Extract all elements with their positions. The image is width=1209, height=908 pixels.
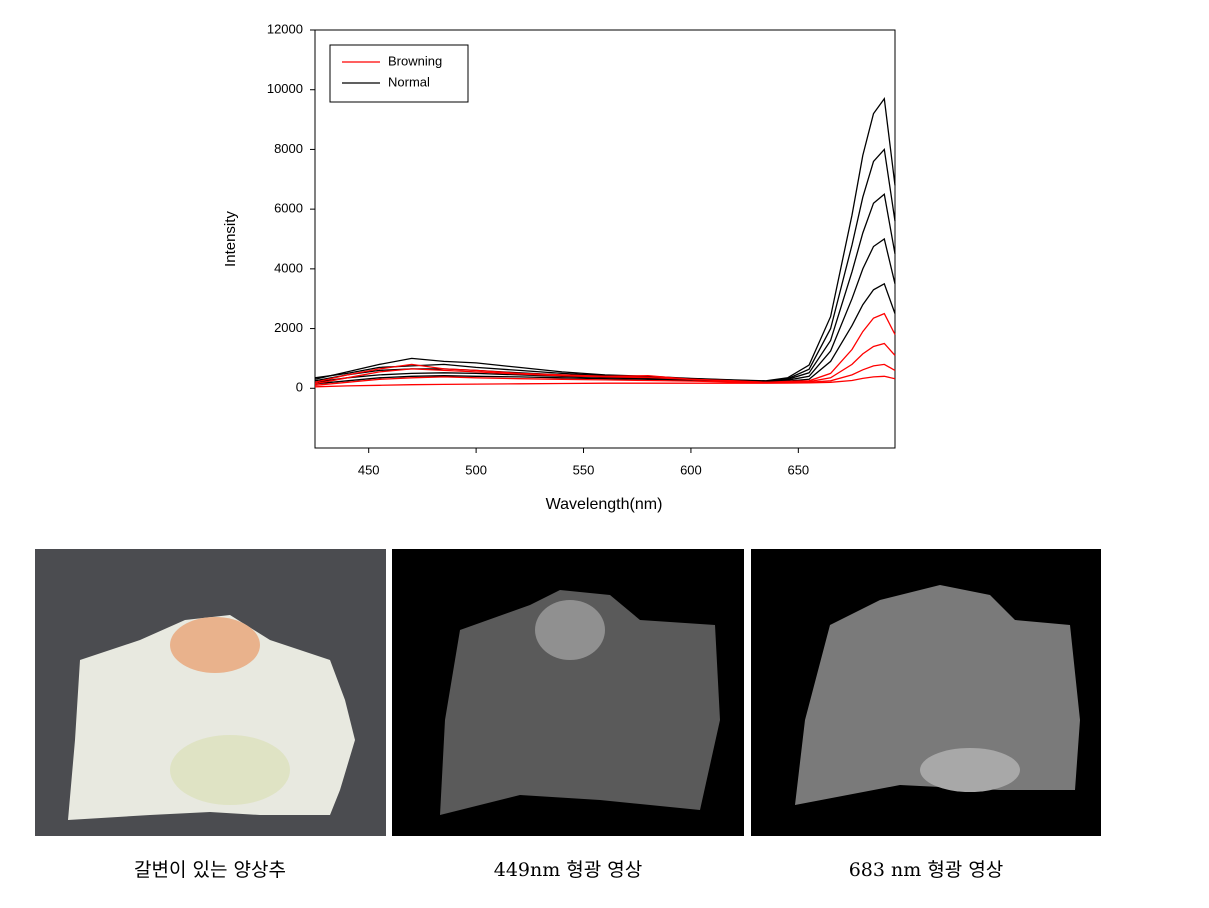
y-tick-label: 0 bbox=[296, 380, 303, 395]
y-tick-label: 10000 bbox=[267, 81, 303, 96]
image-449nm bbox=[392, 549, 744, 836]
y-tick-label: 2000 bbox=[274, 320, 303, 335]
x-axis-label: Wavelength(nm) bbox=[546, 496, 663, 513]
spectrum-line bbox=[314, 147, 896, 382]
legend bbox=[329, 44, 469, 103]
x-tick-label: 600 bbox=[680, 462, 702, 477]
caption: 449nm 형광 영상 bbox=[494, 859, 643, 881]
legend-items: Browning Normal bbox=[342, 53, 442, 89]
x-tick-label: 450 bbox=[358, 462, 380, 477]
caption: 683 nm 형광 영상 bbox=[849, 859, 1004, 881]
plot bbox=[314, 96, 896, 388]
spectrum-line bbox=[314, 312, 896, 383]
spectrum-line bbox=[314, 192, 896, 383]
photo-lettuce bbox=[35, 549, 386, 836]
x-tick-label: 650 bbox=[787, 462, 809, 477]
image-683nm bbox=[751, 549, 1101, 836]
spectrum-line bbox=[314, 363, 896, 386]
spectrum-line bbox=[314, 282, 896, 385]
spectrum-line bbox=[314, 342, 896, 385]
y-tick-label: 4000 bbox=[274, 260, 303, 275]
y-tick-label: 8000 bbox=[274, 141, 303, 156]
y-tick-label: 12000 bbox=[267, 21, 303, 36]
spectrum-line bbox=[314, 96, 896, 382]
y-axis-label: Intensity bbox=[222, 211, 239, 267]
x-tick-label: 500 bbox=[465, 462, 487, 477]
plot-frame bbox=[314, 29, 896, 449]
caption: 갈변이 있는 양상추 bbox=[134, 859, 286, 881]
legend-label: Normal bbox=[388, 74, 430, 89]
legend-label: Browning bbox=[388, 53, 442, 68]
y-tick-label: 6000 bbox=[274, 201, 303, 216]
spectrum-line bbox=[314, 375, 896, 388]
x-tick-label: 550 bbox=[573, 462, 595, 477]
